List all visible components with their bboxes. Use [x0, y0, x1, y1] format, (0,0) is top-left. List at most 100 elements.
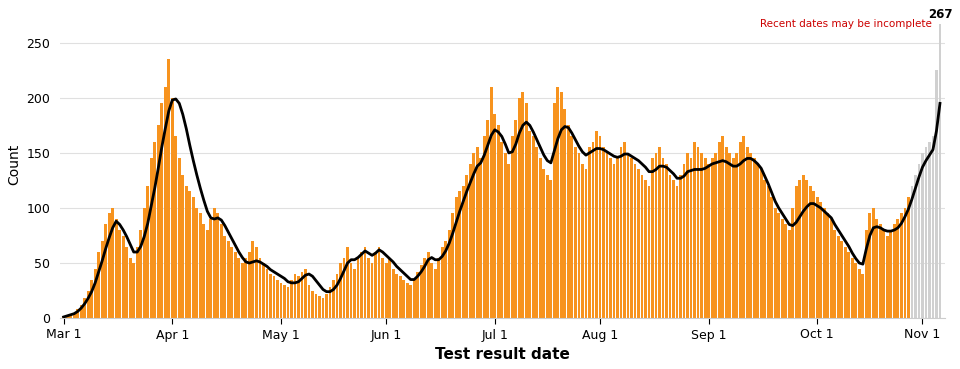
Bar [725, 148, 728, 318]
Bar [732, 158, 734, 318]
Bar [585, 169, 588, 318]
Bar [349, 263, 352, 318]
Bar [879, 224, 882, 318]
Bar [135, 246, 138, 318]
Bar [108, 214, 110, 318]
Bar [490, 87, 492, 318]
Bar [73, 313, 76, 318]
Bar [266, 269, 269, 318]
Bar [812, 192, 815, 318]
Bar [178, 158, 180, 318]
Bar [255, 246, 258, 318]
Bar [203, 224, 205, 318]
Bar [487, 120, 490, 318]
Bar [325, 294, 328, 318]
Bar [564, 109, 566, 318]
X-axis label: Test result date: Test result date [435, 347, 570, 362]
Bar [300, 272, 303, 318]
Bar [311, 290, 314, 318]
Bar [648, 186, 651, 318]
Bar [676, 186, 679, 318]
Bar [659, 148, 660, 318]
Bar [931, 137, 934, 318]
Bar [697, 148, 700, 318]
Bar [778, 214, 780, 318]
Bar [939, 24, 942, 318]
Bar [820, 203, 822, 318]
Bar [640, 175, 643, 318]
Bar [581, 164, 584, 318]
Bar [234, 252, 237, 318]
Bar [837, 235, 840, 318]
Bar [921, 153, 924, 318]
Bar [528, 131, 531, 318]
Bar [546, 175, 549, 318]
Bar [869, 214, 872, 318]
Bar [216, 214, 219, 318]
Bar [799, 180, 802, 318]
Bar [385, 263, 388, 318]
Bar [196, 208, 198, 318]
Bar [833, 230, 836, 318]
Bar [90, 280, 93, 318]
Bar [910, 186, 913, 318]
Bar [729, 153, 732, 318]
Bar [458, 192, 461, 318]
Bar [735, 153, 738, 318]
Bar [693, 142, 696, 318]
Bar [315, 294, 318, 318]
Bar [567, 125, 570, 318]
Bar [721, 137, 724, 318]
Bar [627, 153, 630, 318]
Bar [347, 246, 348, 318]
Bar [897, 219, 900, 318]
Bar [185, 186, 188, 318]
Bar [105, 224, 108, 318]
Bar [536, 148, 539, 318]
Bar [890, 230, 892, 318]
Bar [788, 230, 791, 318]
Bar [560, 92, 563, 318]
Bar [903, 208, 906, 318]
Bar [669, 175, 671, 318]
Bar [237, 258, 240, 318]
Bar [406, 283, 409, 318]
Bar [297, 276, 300, 318]
Bar [714, 153, 717, 318]
Bar [115, 219, 117, 318]
Bar [882, 230, 885, 318]
Bar [328, 287, 331, 318]
Bar [388, 258, 391, 318]
Bar [598, 137, 601, 318]
Bar [665, 164, 668, 318]
Bar [80, 305, 83, 318]
Bar [549, 180, 552, 318]
Bar [192, 197, 195, 318]
Bar [150, 158, 153, 318]
Bar [307, 285, 310, 318]
Bar [634, 164, 636, 318]
Bar [290, 280, 293, 318]
Bar [462, 186, 465, 318]
Bar [508, 164, 510, 318]
Bar [683, 164, 685, 318]
Bar [886, 235, 889, 318]
Bar [154, 142, 156, 318]
Bar [823, 208, 826, 318]
Bar [258, 258, 261, 318]
Bar [455, 197, 458, 318]
Bar [423, 258, 426, 318]
Bar [595, 131, 598, 318]
Bar [525, 103, 528, 318]
Bar [227, 241, 229, 318]
Bar [672, 180, 675, 318]
Bar [377, 246, 380, 318]
Bar [784, 224, 787, 318]
Bar [511, 137, 514, 318]
Bar [557, 87, 560, 318]
Bar [160, 103, 163, 318]
Bar [928, 142, 931, 318]
Bar [164, 87, 167, 318]
Bar [402, 280, 405, 318]
Bar [371, 263, 373, 318]
